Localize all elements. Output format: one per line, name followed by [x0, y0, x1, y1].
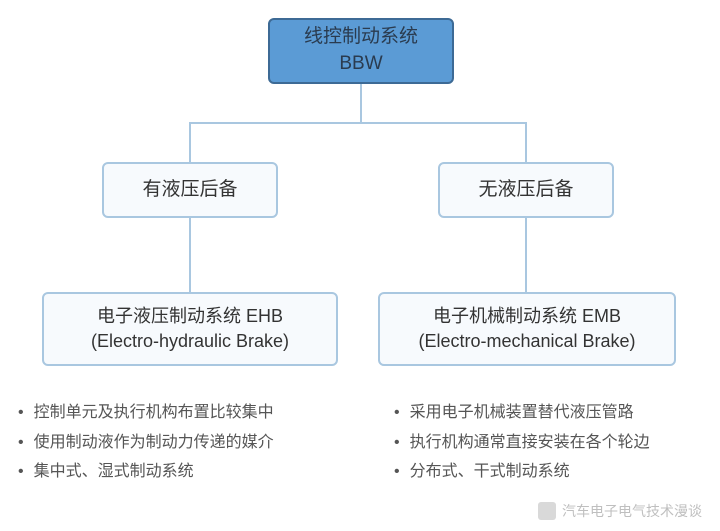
connector-l2-hbar [189, 122, 527, 124]
node-root-line2: BBW [339, 51, 382, 78]
bullets-left: 控制单元及执行机构布置比较集中使用制动液作为制动力传递的媒介集中式、湿式制动系统 [18, 398, 274, 487]
node-l3-left-line2: (Electro-hydraulic Brake) [91, 329, 289, 354]
node-l3-left-line1: 电子液压制动系统 EHB [97, 304, 283, 329]
node-l3-right: 电子机械制动系统 EMB (Electro-mechanical Brake) [378, 292, 676, 366]
bullet-item: 控制单元及执行机构布置比较集中 [18, 398, 274, 428]
node-l2-right: 无液压后备 [438, 162, 614, 218]
connector-l2-left-down [189, 122, 191, 162]
bullet-item: 集中式、湿式制动系统 [18, 457, 274, 487]
wechat-icon [538, 502, 556, 520]
bullet-item: 执行机构通常直接安装在各个轮边 [394, 428, 650, 458]
connector-l3-right-down [525, 218, 527, 292]
node-l3-right-line2: (Electro-mechanical Brake) [418, 329, 635, 354]
node-l3-left: 电子液压制动系统 EHB (Electro-hydraulic Brake) [42, 292, 338, 366]
watermark-text: 汽车电子电气技术漫谈 [562, 501, 702, 521]
node-l3-right-line1: 电子机械制动系统 EMB [433, 304, 621, 329]
bullet-item: 使用制动液作为制动力传递的媒介 [18, 428, 274, 458]
bullet-item: 分布式、干式制动系统 [394, 457, 650, 487]
connector-root-down [360, 84, 362, 122]
connector-l2-right-down [525, 122, 527, 162]
node-l2-right-text: 无液压后备 [478, 177, 573, 204]
node-root-line1: 线控制动系统 [304, 24, 418, 51]
connector-l3-left-down [189, 218, 191, 292]
node-root: 线控制动系统 BBW [268, 18, 454, 84]
bullets-right: 采用电子机械装置替代液压管路执行机构通常直接安装在各个轮边分布式、干式制动系统 [394, 398, 650, 487]
node-l2-left-text: 有液压后备 [142, 177, 237, 204]
bullet-item: 采用电子机械装置替代液压管路 [394, 398, 650, 428]
node-l2-left: 有液压后备 [102, 162, 278, 218]
watermark: 汽车电子电气技术漫谈 [538, 501, 702, 521]
